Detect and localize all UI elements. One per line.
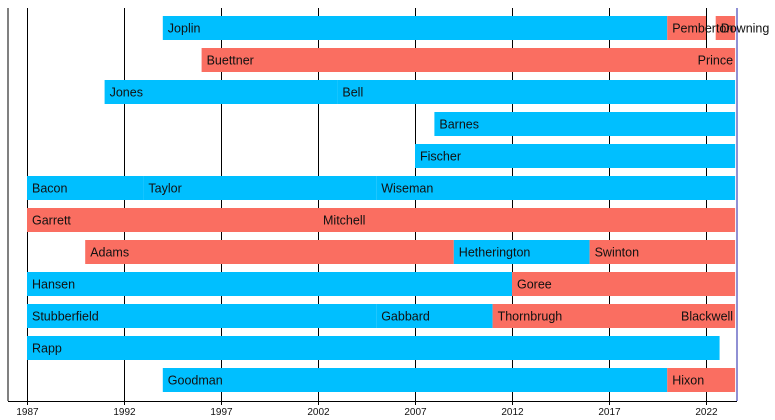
bar-swinton	[589, 240, 736, 264]
label-bell: Bell	[342, 86, 363, 100]
label-bacon: Bacon	[32, 182, 67, 196]
label-gabbard: Gabbard	[381, 310, 430, 324]
label-hixon: Hixon	[672, 374, 704, 388]
label-stubberfield: Stubberfield	[32, 310, 99, 324]
label-hetherington: Hetherington	[459, 246, 531, 260]
bar-downing	[715, 16, 736, 40]
label-thornbrugh: Thornbrugh	[498, 310, 563, 324]
bar-wiseman	[376, 176, 736, 200]
bar-hansen	[27, 272, 512, 296]
tick-label-2012: 2012	[501, 407, 524, 418]
tick-label-2007: 2007	[404, 407, 427, 418]
bar-pemberton	[667, 16, 706, 40]
bar-rapp	[27, 336, 720, 360]
tick-label-1992: 1992	[113, 407, 136, 418]
label-goodman: Goodman	[168, 374, 223, 388]
tick-label-2022: 2022	[695, 407, 718, 418]
bar-goree	[512, 272, 736, 296]
label-rapp: Rapp	[32, 342, 62, 356]
bar-bell	[337, 80, 736, 104]
bar-gabbard	[376, 304, 493, 328]
label-prince: Prince	[698, 54, 733, 68]
tick-label-2017: 2017	[598, 407, 621, 418]
label-pemberton: Pemberton	[672, 22, 733, 36]
label-goree: Goree	[517, 278, 552, 292]
gridlines	[7, 8, 738, 401]
bar-stubberfield	[27, 304, 377, 328]
bar-bacon	[27, 176, 144, 200]
label-hansen: Hansen	[32, 278, 75, 292]
label-joplin: Joplin	[168, 22, 201, 36]
label-downing: Downing	[721, 22, 770, 36]
tick-label-1997: 1997	[210, 407, 233, 418]
bar-thornbrugh	[492, 304, 736, 328]
x-axis: 1987 1992 1997 2002 2007 2012 2017 2022	[8, 401, 737, 418]
label-mitchell: Mitchell	[323, 214, 365, 228]
label-taylor: Taylor	[148, 182, 181, 196]
tick-label-1987: 1987	[16, 407, 39, 418]
label-swinton: Swinton	[595, 246, 640, 260]
bar-taylor	[143, 176, 377, 200]
label-garrett: Garrett	[32, 214, 71, 228]
bars-layer	[27, 16, 736, 392]
label-wiseman: Wiseman	[381, 182, 433, 196]
bar-adams	[85, 240, 454, 264]
label-barnes: Barnes	[439, 118, 479, 132]
label-buettner: Buettner	[207, 54, 254, 68]
bar-joplin	[162, 16, 668, 40]
label-jones: Jones	[110, 86, 143, 100]
bar-fischer	[415, 144, 736, 168]
bar-garrett	[27, 208, 318, 232]
bar-goodman	[162, 368, 668, 392]
bar-hetherington	[453, 240, 590, 264]
label-blackwell: Blackwell	[681, 310, 733, 324]
bar-mitchell	[318, 208, 736, 232]
bar-hixon	[667, 368, 736, 392]
bar-buettner	[201, 48, 736, 72]
bar-barnes	[434, 112, 736, 136]
tick-label-2002: 2002	[307, 407, 330, 418]
label-adams: Adams	[90, 246, 129, 260]
label-fischer: Fischer	[420, 150, 461, 164]
bar-jones	[104, 80, 338, 104]
